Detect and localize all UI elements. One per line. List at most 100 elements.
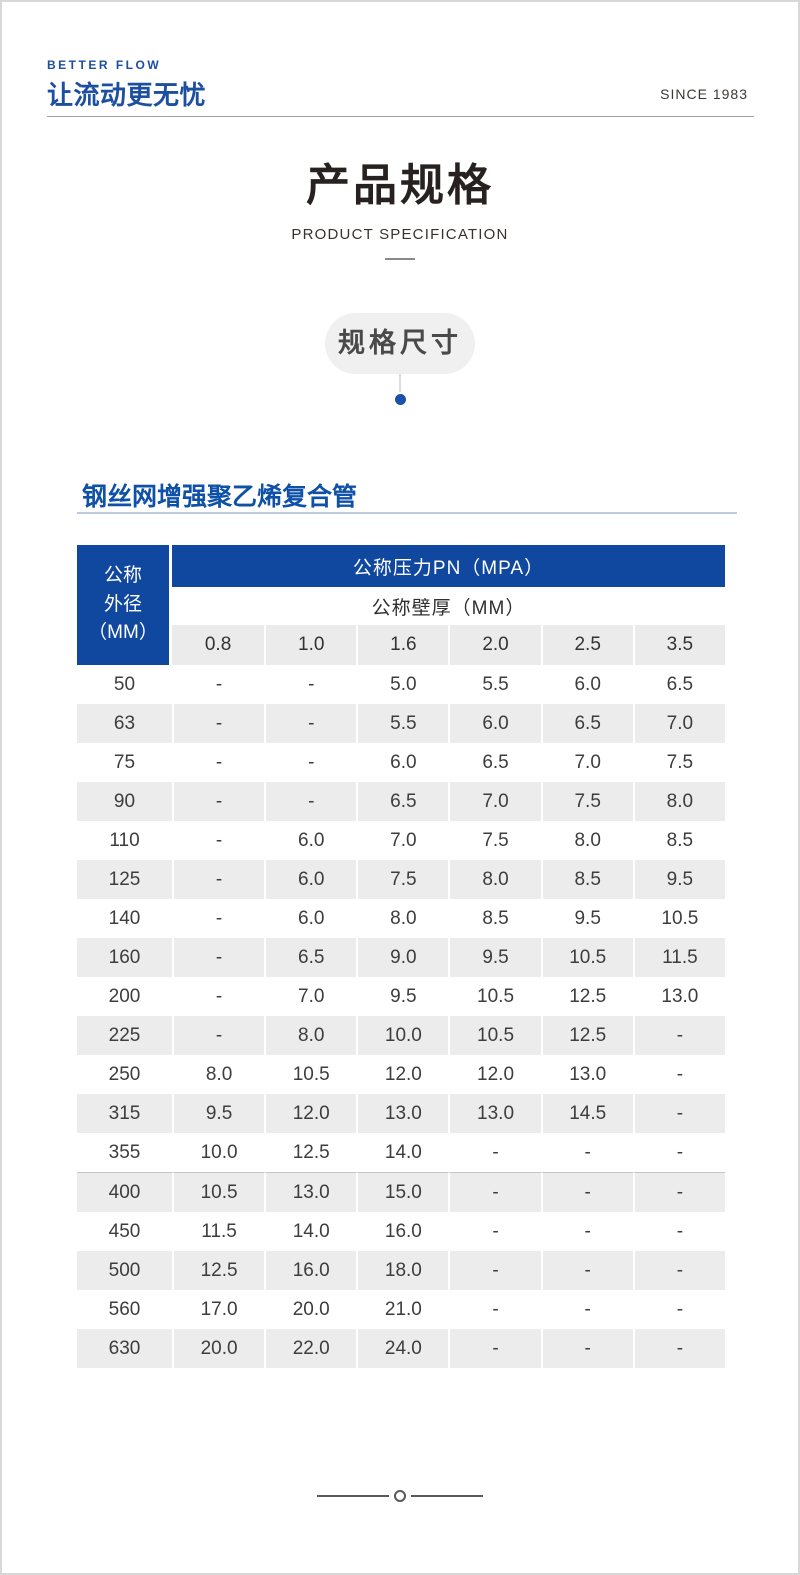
title-underline (385, 258, 415, 260)
thickness-cell: 7.5 (540, 782, 633, 821)
thickness-cell: 10.0 (356, 1016, 449, 1055)
thickness-cell: 16.0 (264, 1251, 357, 1290)
thickness-cell: 14.0 (356, 1133, 449, 1172)
thickness-cell: 10.0 (172, 1133, 265, 1172)
od-cell: 200 (77, 977, 172, 1016)
thickness-cell: 6.0 (264, 860, 357, 899)
thickness-cell: - (264, 665, 357, 704)
thickness-cell: 13.0 (356, 1094, 449, 1133)
thickness-cell: 8.0 (540, 821, 633, 860)
thickness-cell: 7.5 (632, 743, 725, 782)
thickness-cell: 7.0 (448, 782, 541, 821)
thickness-cell: - (448, 1329, 541, 1368)
thickness-cell: 12.5 (172, 1251, 265, 1290)
od-cell: 630 (77, 1329, 172, 1368)
table-row: 250 8.0 10.5 12.0 12.0 13.0- (77, 1055, 725, 1094)
od-cell: 355 (77, 1133, 172, 1172)
footer-line-right (411, 1495, 483, 1497)
wall-header-row: 公称壁厚（MM） (77, 587, 725, 625)
brand-tagline: BETTER FLOW (47, 58, 162, 72)
thickness-cell: - (632, 1172, 725, 1212)
thickness-cell: 6.0 (448, 704, 541, 743)
header-divider (47, 116, 754, 117)
thickness-cell: 10.5 (540, 938, 633, 977)
table-row: 400 10.5 13.0 15.0- - - (77, 1172, 725, 1212)
thickness-cell: 7.5 (356, 860, 449, 899)
od-cell: 225 (77, 1016, 172, 1055)
table-row: 450 11.5 14.0 16.0- - - (77, 1212, 725, 1251)
table-row: 125-6.0 7.5 8.0 8.5 9.5 (77, 860, 725, 899)
thickness-cell: 7.0 (540, 743, 633, 782)
table-row: 315 9.5 12.0 13.0 13.0 14.5- (77, 1094, 725, 1133)
od-cell: 400 (77, 1172, 172, 1212)
thickness-cell: 13.0 (540, 1055, 633, 1094)
thickness-cell: 9.5 (356, 977, 449, 1016)
brand-block: BETTER FLOW 让流动更无忧 (47, 58, 206, 112)
thickness-cell: - (632, 1094, 725, 1133)
table-row: 63- -5.5 6.0 6.5 7.0 (77, 704, 725, 743)
thickness-cell: 8.5 (540, 860, 633, 899)
od-cell: 125 (77, 860, 172, 899)
thickness-cell: - (448, 1133, 541, 1172)
od-cell: 315 (77, 1094, 172, 1133)
thickness-cell: - (448, 1172, 541, 1212)
thickness-cell: - (172, 1016, 265, 1055)
footer-line-left (317, 1495, 389, 1497)
thickness-cell: 6.0 (264, 899, 357, 938)
pressure-col-row: 0.8 1.0 1.6 2.0 2.5 3.5 (77, 625, 725, 665)
thickness-cell: - (172, 665, 265, 704)
thickness-cell: - (632, 1290, 725, 1329)
thickness-cell: - (264, 704, 357, 743)
od-cell: 63 (77, 704, 172, 743)
thickness-cell: 6.0 (540, 665, 633, 704)
thickness-cell: 9.5 (632, 860, 725, 899)
thickness-cell: 16.0 (356, 1212, 449, 1251)
thickness-cell: 5.5 (448, 665, 541, 704)
thickness-cell: 7.0 (264, 977, 357, 1016)
table-row: 50- -5.0 5.5 6.0 6.5 (77, 665, 725, 704)
thickness-cell: 6.5 (264, 938, 357, 977)
thickness-cell: - (632, 1055, 725, 1094)
thickness-cell: 11.5 (172, 1212, 265, 1251)
table-row: 500 12.5 16.0 18.0- - - (77, 1251, 725, 1290)
thickness-cell: 5.0 (356, 665, 449, 704)
thickness-cell: - (264, 782, 357, 821)
thickness-cell: 10.5 (632, 899, 725, 938)
thickness-cell: 7.0 (632, 704, 725, 743)
thickness-cell: 20.0 (172, 1329, 265, 1368)
thickness-cell: - (540, 1172, 633, 1212)
thickness-cell: 13.0 (264, 1172, 357, 1212)
table-row: 355 10.0 12.5 14.0- - - (77, 1133, 725, 1172)
thickness-cell: - (172, 860, 265, 899)
thickness-cell: 12.5 (540, 977, 633, 1016)
thickness-cell: 24.0 (356, 1329, 449, 1368)
thickness-cell: 12.0 (448, 1055, 541, 1094)
thickness-cell: 6.5 (632, 665, 725, 704)
table-row: 140-6.0 8.0 8.5 9.5 10.5 (77, 899, 725, 938)
brand-logo: 让流动更无忧 (47, 80, 207, 110)
badge-connector-line (399, 374, 401, 392)
od-cell: 500 (77, 1251, 172, 1290)
table-row: 110-6.0 7.0 7.5 8.0 8.5 (77, 821, 725, 860)
thickness-cell: - (448, 1251, 541, 1290)
thickness-cell: 12.0 (264, 1094, 357, 1133)
footer-circle-icon (394, 1490, 406, 1502)
table-row: 200-7.0 9.5 10.5 12.5 13.0 (77, 977, 725, 1016)
od-cell: 560 (77, 1290, 172, 1329)
table-row: 560 17.0 20.0 21.0- - - (77, 1290, 725, 1329)
thickness-cell: 6.0 (356, 743, 449, 782)
thickness-cell: 5.5 (356, 704, 449, 743)
od-cell: 110 (77, 821, 172, 860)
thickness-cell: 7.0 (356, 821, 449, 860)
table-row: 75- -6.0 6.5 7.0 7.5 (77, 743, 725, 782)
thickness-cell: - (632, 1251, 725, 1290)
thickness-cell: - (172, 977, 265, 1016)
thickness-cell: - (540, 1290, 633, 1329)
section-heading: 钢丝网增强聚乙烯复合管 (82, 483, 358, 511)
thickness-cell: 14.0 (264, 1212, 357, 1251)
thickness-cell: 8.0 (172, 1055, 265, 1094)
thickness-cell: - (172, 821, 265, 860)
thickness-cell: 18.0 (356, 1251, 449, 1290)
pressure-header-row: 公称 外径 （MM） 公称压力PN（MPA） (77, 545, 725, 665)
